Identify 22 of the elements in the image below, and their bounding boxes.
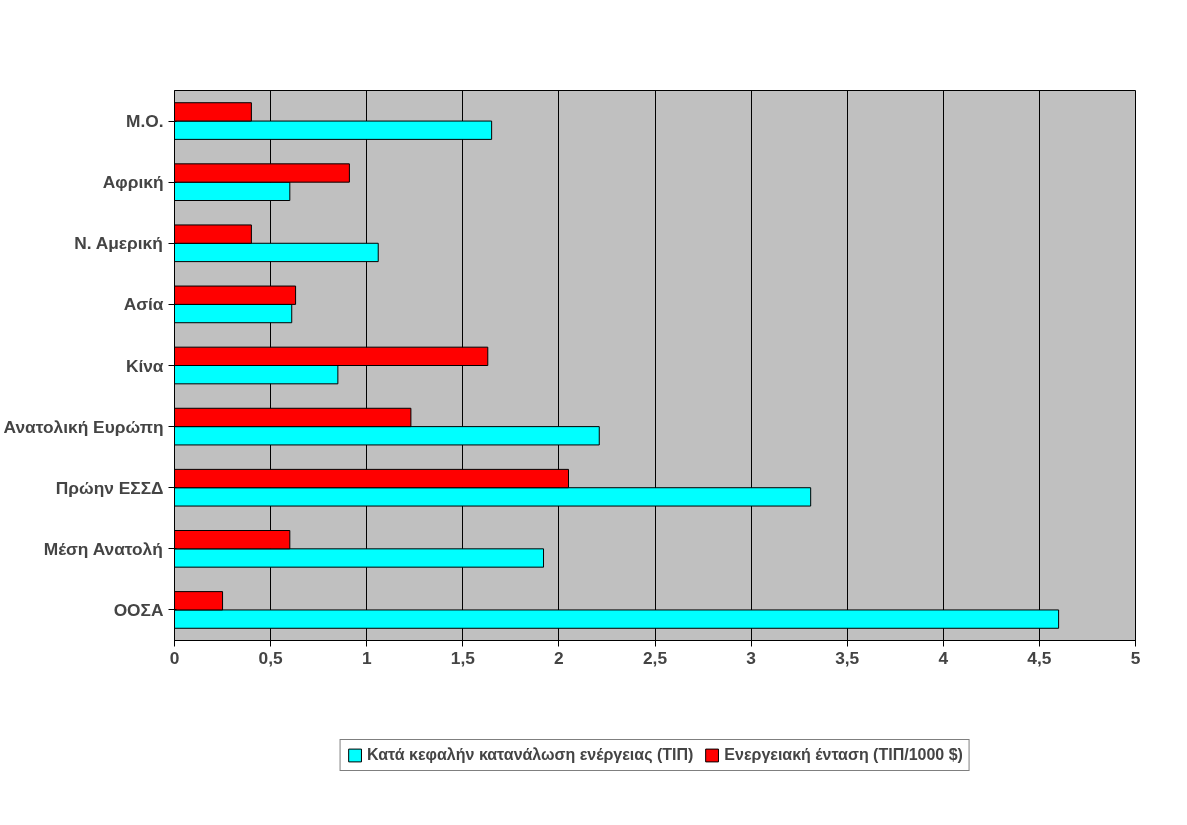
x-tick-label: 5 — [1130, 647, 1141, 668]
x-tick-label: 2,5 — [642, 647, 668, 668]
legend-label: Ενεργειακή ένταση (ΤΙΠ/1000 $) — [724, 746, 963, 764]
y-tick-label: Ανατολική Ευρώπη — [3, 416, 164, 437]
y-tick-label: Ασία — [123, 294, 164, 315]
y-tick-label: Μέση Ανατολή — [43, 538, 163, 559]
legend-label: Κατά κεφαλήν κατανάλωση ενέργειας (ΤΙΠ) — [367, 746, 694, 764]
x-tick-label: 0 — [169, 647, 180, 668]
x-tick-label: 3,5 — [835, 647, 860, 668]
y-tick-label: Κίνα — [125, 355, 164, 376]
x-tick-label: 0,5 — [258, 647, 284, 668]
y-tick-label: Μ.Ο. — [125, 111, 164, 132]
x-tick-label: 1 — [361, 647, 372, 668]
y-tick-label: Πρώην ΕΣΣΔ — [55, 477, 164, 498]
x-tick-label: 4 — [938, 647, 949, 668]
x-tick-label: 2 — [554, 647, 564, 668]
y-tick-label: Αφρική — [102, 172, 164, 193]
x-tick-label: 4,5 — [1027, 647, 1052, 668]
y-tick-label: ΟΟΣΑ — [113, 599, 164, 620]
x-tick-label: 3 — [746, 647, 757, 668]
y-tick-label: Ν. Αμερική — [74, 233, 163, 254]
x-tick-label: 1,5 — [450, 647, 476, 668]
